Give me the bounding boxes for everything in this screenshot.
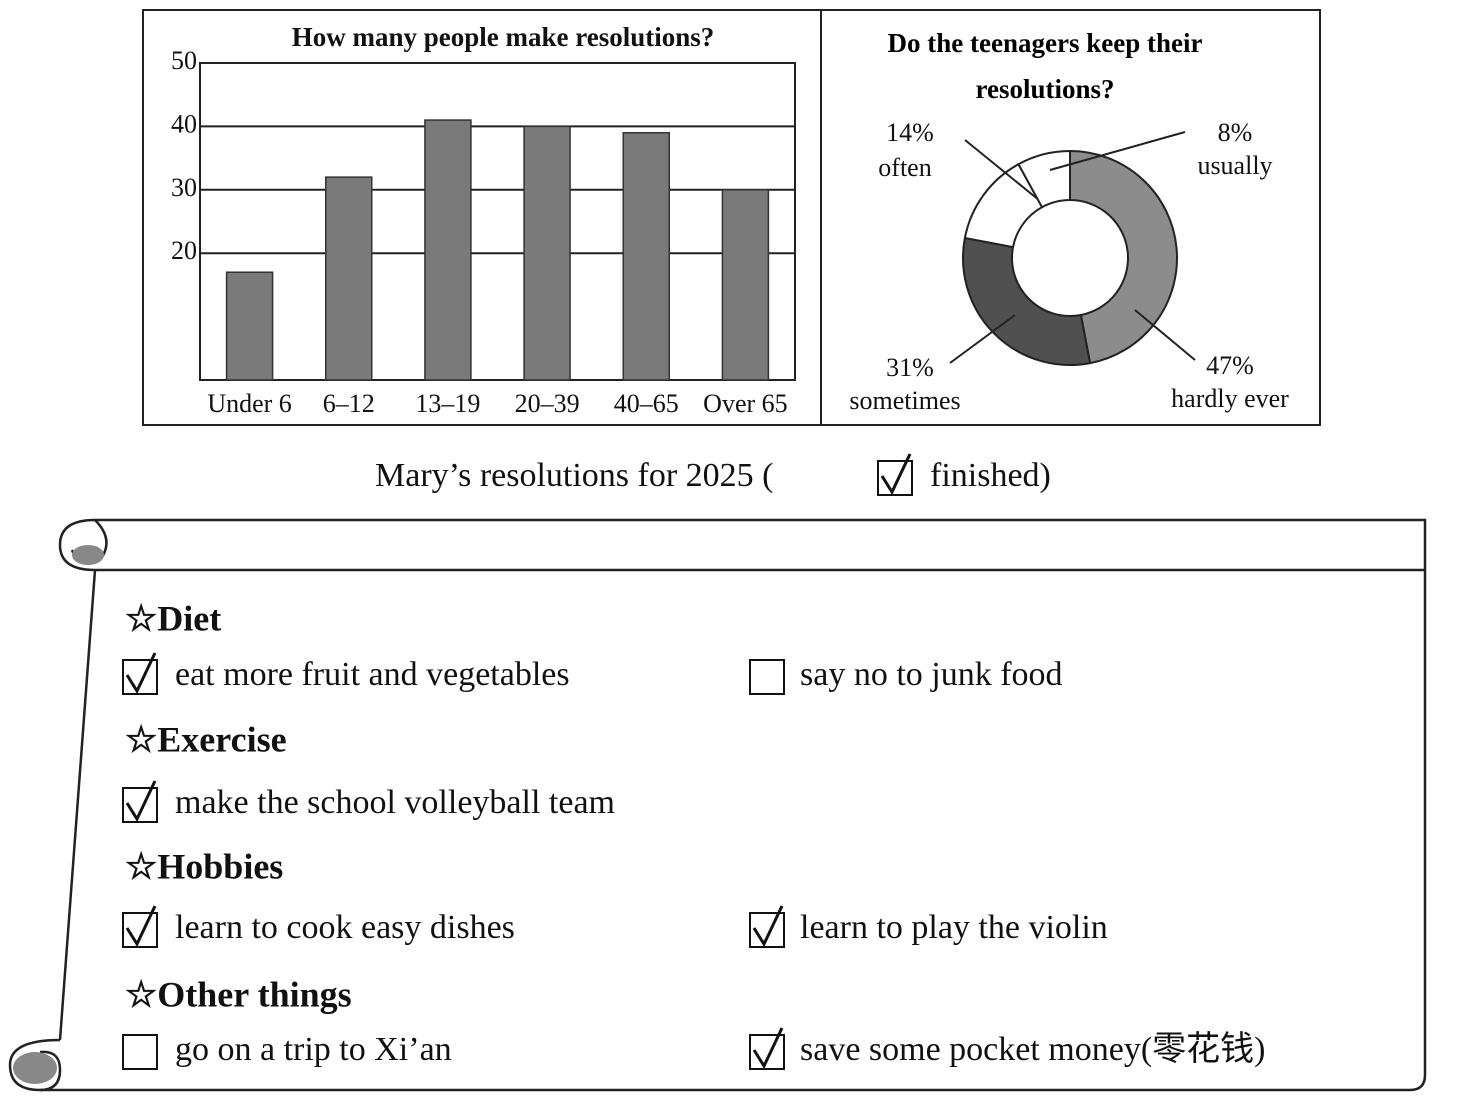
bar [721, 189, 770, 381]
value-label: 31% [886, 353, 934, 382]
resolution-item: eat more fruit and vegetables [175, 656, 570, 693]
bar [424, 119, 472, 381]
donut-segment [962, 236, 1092, 366]
caption: finished) [930, 457, 1051, 494]
check-mark [752, 1027, 784, 1070]
x-tick-label: 13–19 [415, 389, 480, 418]
checkbox [122, 659, 158, 695]
resolution-item: save some pocket money(零花钱) [800, 1030, 1266, 1068]
category-label: usually [1197, 151, 1272, 180]
y-tick-label: 50 [171, 46, 197, 75]
leader-line [1134, 309, 1196, 361]
caption: Mary’s resolutions for 2025 ( [375, 457, 774, 494]
leader-line [949, 314, 1016, 364]
donut-segment [1069, 149, 1178, 365]
section-heading: ☆Other things [125, 974, 352, 1014]
x-tick-label: Over 65 [703, 389, 787, 418]
checkbox [877, 460, 913, 496]
x-tick-label: Under 6 [207, 389, 291, 418]
bar-title: How many people make resolutions? [292, 22, 715, 52]
leader-line [1049, 131, 1186, 171]
checkbox [122, 787, 158, 823]
check-mark [125, 652, 157, 695]
check-mark [752, 905, 784, 948]
section-heading: ☆Hobbies [125, 846, 283, 886]
y-tick-label: 30 [171, 173, 197, 202]
section-heading: ☆Exercise [125, 719, 287, 759]
resolution-item: go on a trip to Xi’an [175, 1031, 452, 1068]
scroll-curl [72, 545, 104, 565]
bar [325, 176, 373, 381]
value-label: 14% [886, 118, 934, 147]
y-tick-label: 40 [171, 109, 197, 138]
category-label: hardly ever [1171, 384, 1289, 413]
value-label: 8% [1218, 118, 1253, 147]
resolution-item: learn to cook easy dishes [175, 909, 515, 946]
y-tick-label: 20 [171, 236, 197, 265]
bar [225, 271, 274, 381]
scroll-curl [13, 1052, 57, 1084]
checkbox [122, 912, 158, 948]
x-tick-label: 6–12 [323, 389, 375, 418]
section-heading: ☆Diet [125, 598, 221, 638]
checkbox [749, 659, 785, 695]
checkbox [749, 1034, 785, 1070]
checkbox [122, 1034, 158, 1070]
check-mark [125, 905, 157, 948]
resolution-item: make the school volleyball team [175, 784, 615, 821]
bar [622, 131, 670, 381]
category-label: sometimes [849, 386, 960, 415]
check-mark [125, 780, 157, 823]
resolution-item: learn to play the violin [800, 909, 1108, 946]
donut-segment [1017, 149, 1071, 209]
plot-frame [199, 62, 796, 381]
donut-title: Do the teenagers keep their resolutions? [887, 28, 1203, 104]
chart-frame [142, 9, 1321, 426]
value-label: 47% [1206, 351, 1254, 380]
checkbox [749, 912, 785, 948]
check-mark [880, 453, 912, 496]
x-tick-label: 40–65 [614, 389, 679, 418]
leader-line [964, 139, 1046, 206]
resolution-item: say no to junk food [800, 656, 1063, 693]
x-tick-label: 20–39 [515, 389, 580, 418]
bar [523, 125, 571, 381]
category-label: often [878, 153, 931, 182]
donut-title-box: Do the teenagers keep their resolutions? [887, 28, 1203, 104]
